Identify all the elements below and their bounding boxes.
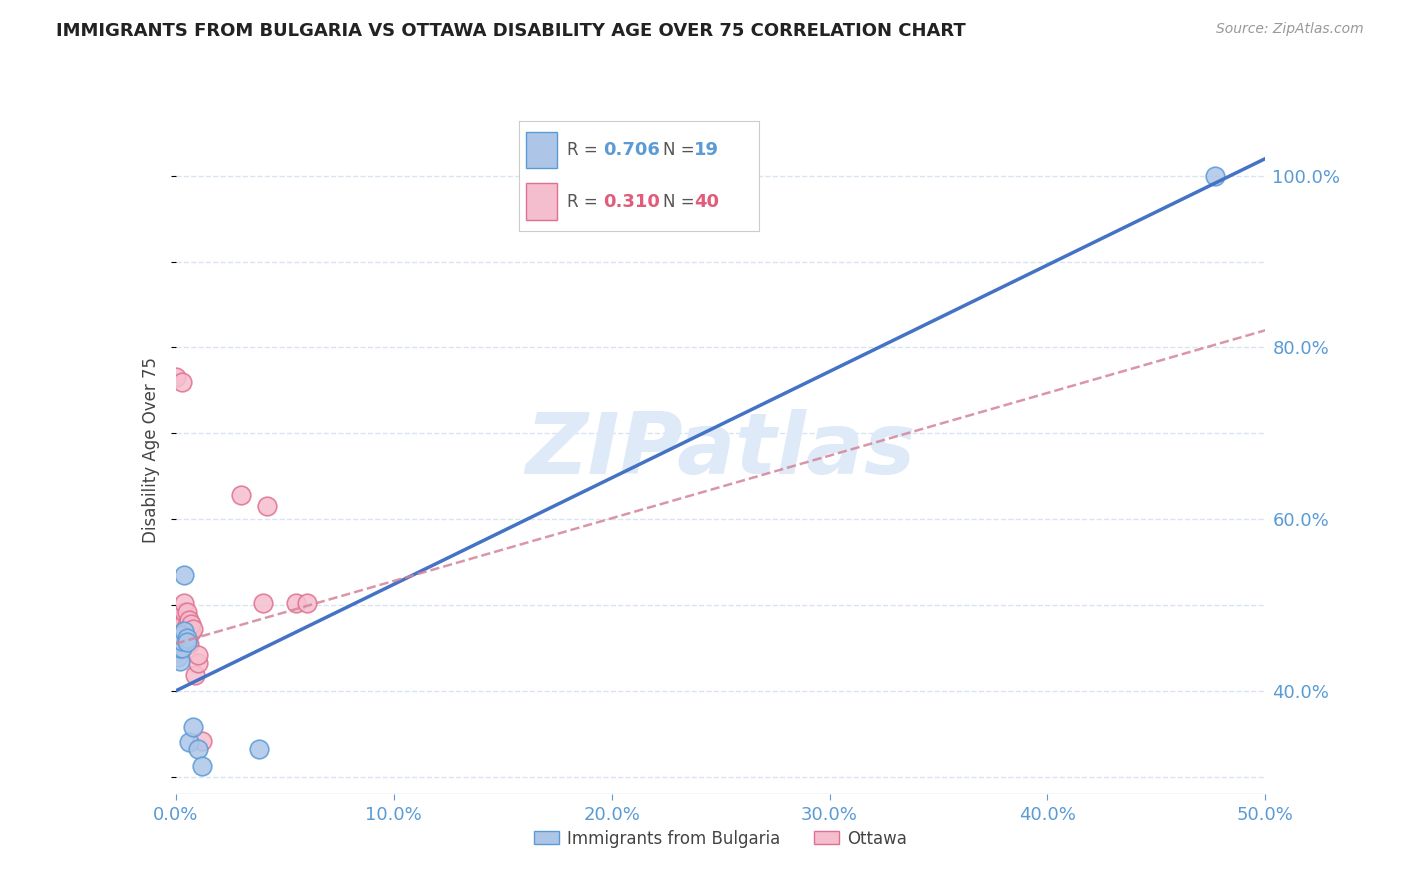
Point (177, 626, 200, 640)
Point (176, 637, 198, 651)
Point (186, 648, 209, 662)
Point (169, 640, 191, 655)
Point (172, 634, 194, 648)
Point (176, 617, 198, 632)
Point (1204, 169, 1226, 183)
Point (173, 596, 195, 610)
Point (176, 628, 198, 642)
Point (173, 615, 195, 630)
Point (167, 637, 190, 651)
Point (180, 625, 202, 640)
Point (167, 615, 190, 630)
Point (167, 649, 190, 664)
Point (165, 637, 187, 651)
Point (169, 637, 191, 651)
Text: ZIPatlas: ZIPatlas (526, 409, 915, 492)
Point (172, 637, 194, 651)
Y-axis label: Disability Age Over 75: Disability Age Over 75 (142, 358, 160, 543)
Point (184, 668, 207, 682)
Point (181, 622, 204, 636)
Point (167, 632, 190, 647)
Point (165, 370, 187, 384)
Point (169, 632, 191, 647)
Point (169, 622, 191, 636)
Text: Source: ZipAtlas.com: Source: ZipAtlas.com (1216, 22, 1364, 37)
Point (247, 742, 270, 756)
Point (169, 628, 191, 642)
Point (186, 657, 209, 671)
Point (173, 624, 195, 638)
Point (176, 631, 198, 645)
Point (172, 628, 194, 642)
Point (177, 735, 200, 749)
Point (295, 596, 318, 610)
Point (172, 640, 194, 655)
Point (177, 637, 200, 651)
Point (173, 624, 195, 638)
Point (167, 632, 190, 647)
Point (173, 632, 195, 647)
Point (231, 488, 253, 502)
Point (169, 654, 191, 668)
Point (172, 631, 194, 645)
Point (191, 759, 214, 773)
Point (172, 616, 194, 631)
Point (181, 720, 204, 734)
Text: IMMIGRANTS FROM BULGARIA VS OTTAWA DISABILITY AGE OVER 75 CORRELATION CHART: IMMIGRANTS FROM BULGARIA VS OTTAWA DISAB… (56, 22, 966, 40)
Point (191, 733, 214, 747)
Point (180, 616, 202, 631)
Point (167, 624, 190, 638)
Point (167, 637, 190, 651)
Legend: Immigrants from Bulgaria, Ottawa: Immigrants from Bulgaria, Ottawa (527, 823, 914, 855)
Point (173, 605, 195, 619)
Point (177, 614, 200, 628)
Point (172, 375, 194, 389)
Point (186, 742, 209, 756)
Point (252, 596, 274, 610)
Point (284, 596, 307, 610)
Point (173, 568, 195, 582)
Point (169, 628, 191, 642)
Point (256, 500, 278, 514)
Point (176, 635, 198, 649)
Point (169, 614, 191, 628)
Point (166, 645, 188, 659)
Point (176, 605, 198, 619)
